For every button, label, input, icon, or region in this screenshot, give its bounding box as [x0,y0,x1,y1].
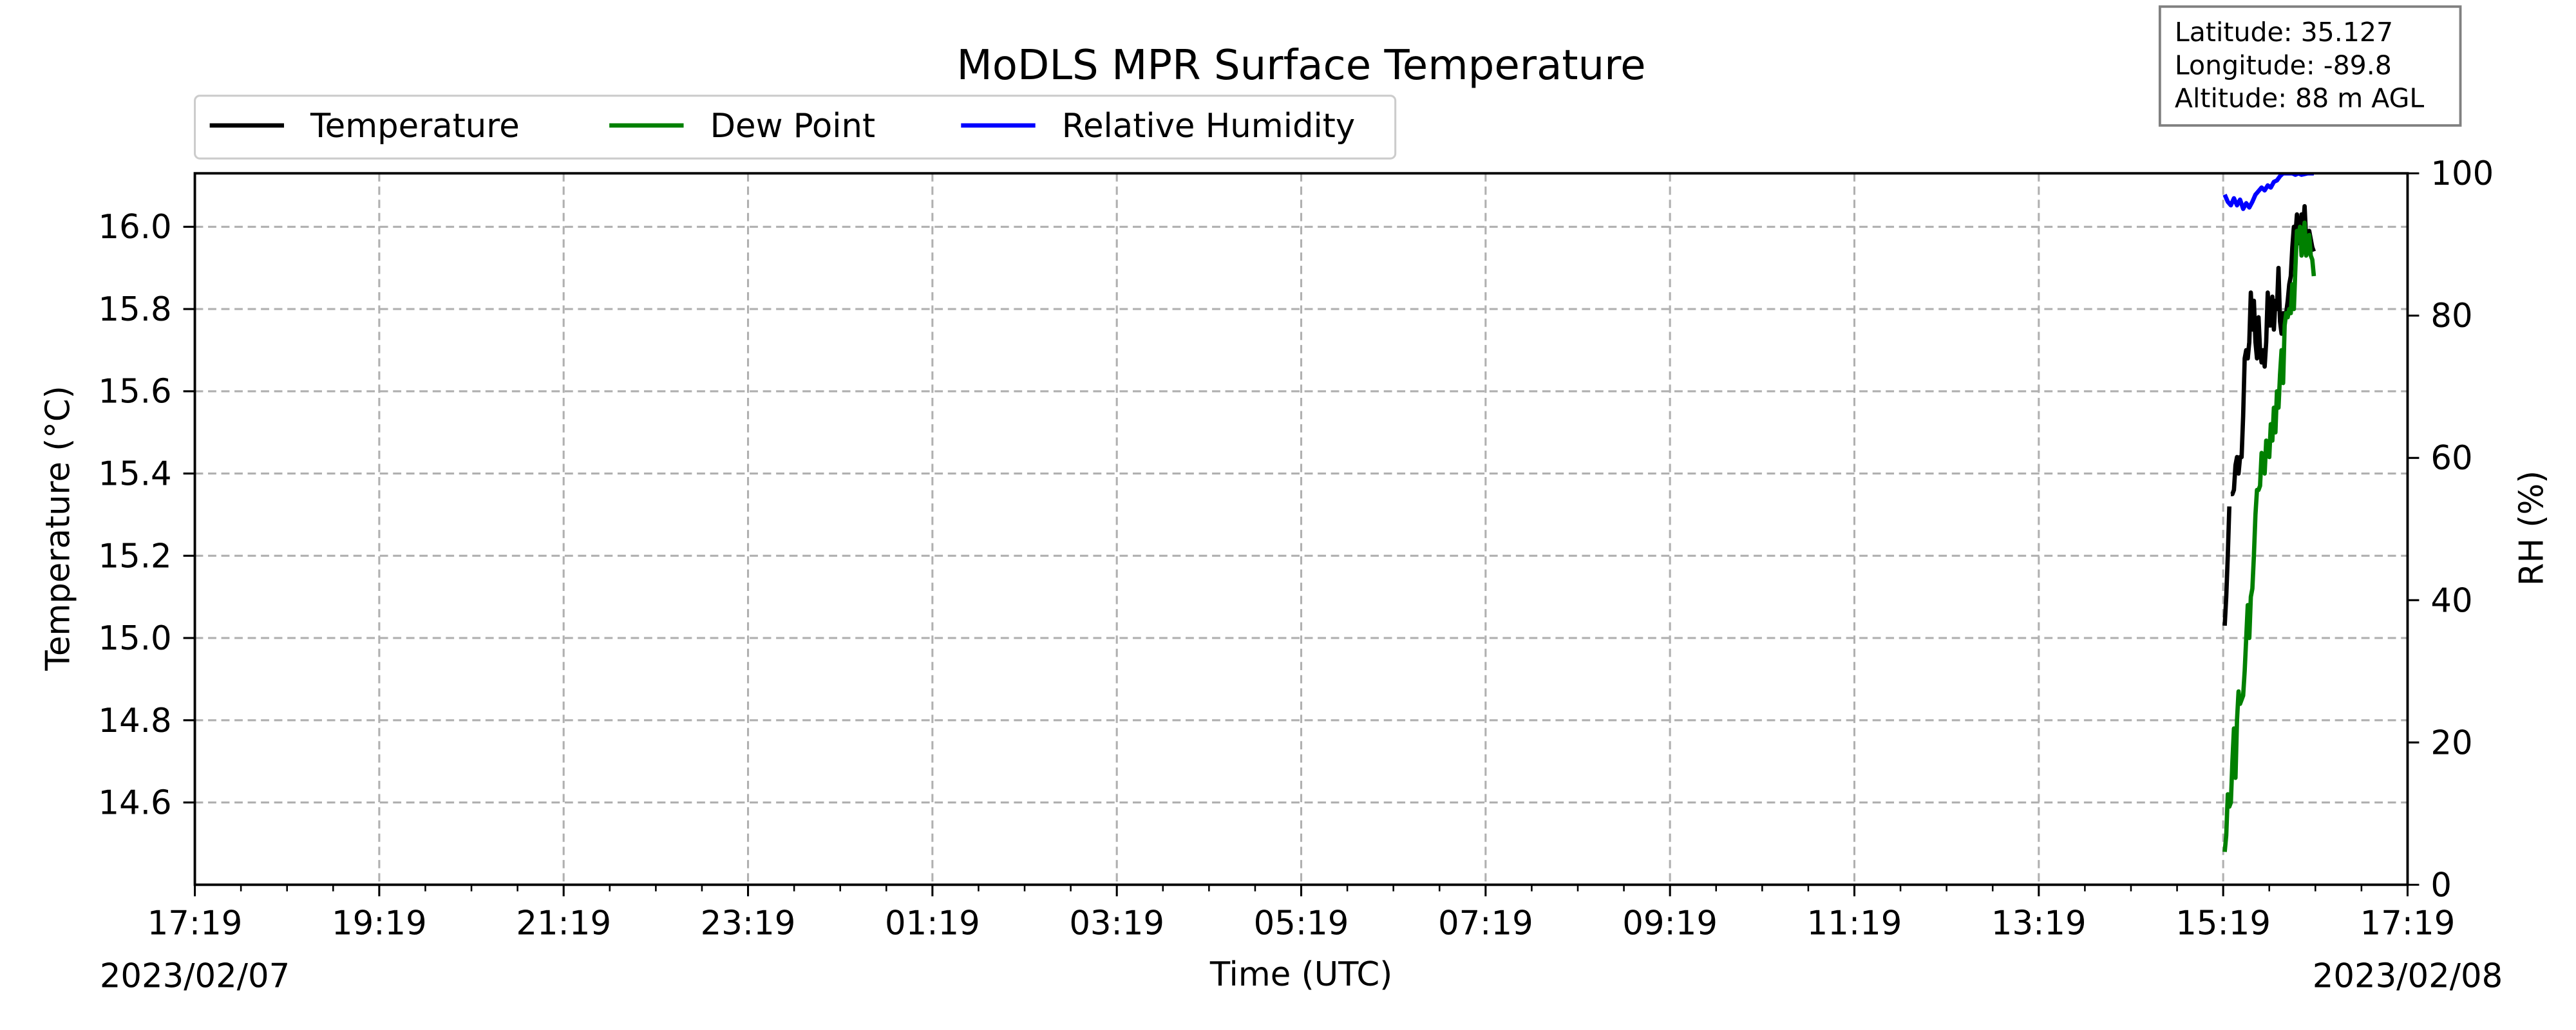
x-tick-label: 13:19 [1991,904,2087,942]
y-tick-label: 15.0 [99,619,172,658]
x-tick-label: 09:19 [1622,904,1718,942]
legend-label-dew-point: Dew Point [710,107,876,145]
y-tick-label: 15.2 [99,537,172,576]
y2-axis-ticks: 0 20 40 60 80 100 [2407,154,2494,904]
y-tick-label: 15.4 [99,455,172,494]
x-date-label-left: 2023/02/07 [100,957,290,995]
x-tick-label: 23:19 [701,904,796,942]
y-tick-label: 14.8 [99,702,172,740]
series-layer [2222,173,2316,852]
info-latitude: Latitude: 35.127 [2175,17,2393,48]
x-tick-label: 07:19 [1438,904,1533,942]
x-tick-label: 17:19 [147,904,243,942]
legend-label-relative-humidity: Relative Humidity [1062,107,1355,145]
x-axis-ticks: 17:19 19:19 21:19 23:19 01:19 03:19 05:19 07:19… [147,885,2456,942]
series-line-temperature [2222,506,2232,626]
x-tick-label: 11:19 [1807,904,1902,942]
y2-tick-label: 80 [2430,297,2472,335]
y-tick-label: 15.8 [99,290,172,329]
x-tick-label: 03:19 [1069,904,1164,942]
y2-tick-label: 20 [2430,724,2472,762]
y-tick-label: 14.6 [99,784,172,823]
series-line-dew-point [2222,220,2316,852]
x-tick-label: 17:19 [2360,904,2456,942]
x-tick-label: 05:19 [1254,904,1349,942]
y2-tick-label: 0 [2430,866,2452,904]
grid-layer [194,173,2408,885]
info-box-frame [2158,5,2462,127]
chart-title: MoDLS MPR Surface Temperature [956,42,1645,89]
y2-tick-label: 60 [2430,439,2472,478]
x-axis-label: Time (UTC) [1209,955,1392,994]
y2-tick-label: 100 [2430,154,2494,193]
y-axis-ticks: 14.6 14.8 15.0 15.2 15.4 15.6 15.8 16.0 [99,208,195,823]
info-altitude: Altitude: 88 m AGL [2175,83,2424,114]
legend-box [194,95,1397,160]
y2-tick-label: 40 [2430,581,2472,620]
info-longitude: Longitude: -89.8 [2175,50,2392,80]
location-info-box: Latitude: 35.127 Longitude: -89.8 Altitu… [2158,5,2462,127]
legend-label-temperature: Temperature [310,107,520,145]
y-tick-label: 15.6 [99,373,172,411]
x-tick-label: 21:19 [516,904,611,942]
x-date-label-right: 2023/02/08 [2313,957,2503,995]
y-tick-label: 16.0 [99,208,172,247]
y-axis-label: Temperature (°C) [39,386,78,671]
x-tick-label: 15:19 [2175,904,2271,942]
x-tick-label: 19:19 [332,904,427,942]
legend: Temperature Dew Point Relative Humidity [194,95,1397,160]
y2-axis-label: RH (%) [2513,471,2552,586]
x-tick-label: 01:19 [885,904,980,942]
